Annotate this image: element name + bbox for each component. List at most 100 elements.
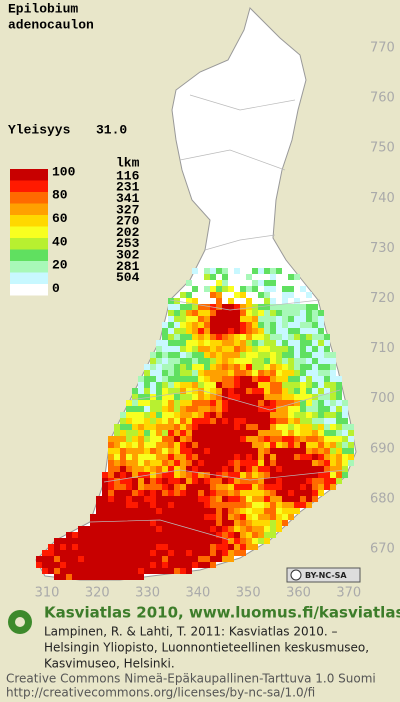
occurrence-cell bbox=[288, 418, 294, 424]
occurrence-cell bbox=[264, 424, 270, 430]
occurrence-cell bbox=[150, 430, 156, 436]
occurrence-cell bbox=[222, 388, 228, 394]
occurrence-cell bbox=[300, 304, 306, 310]
occurrence-cell bbox=[168, 568, 174, 574]
legend-count: 327 bbox=[116, 202, 139, 217]
occurrence-cell bbox=[90, 568, 96, 574]
occurrence-cell bbox=[102, 514, 108, 520]
occurrence-cell bbox=[318, 448, 324, 454]
occurrence-cell bbox=[72, 544, 78, 550]
occurrence-cell bbox=[48, 550, 54, 556]
occurrence-cell bbox=[228, 460, 234, 466]
occurrence-cell bbox=[234, 526, 240, 532]
occurrence-cell bbox=[198, 376, 204, 382]
occurrence-cell bbox=[180, 544, 186, 550]
occurrence-cell bbox=[216, 532, 222, 538]
occurrence-cell bbox=[246, 448, 252, 454]
occurrence-cell bbox=[174, 538, 180, 544]
occurrence-cell bbox=[306, 394, 312, 400]
occurrence-cell bbox=[150, 550, 156, 556]
occurrence-cell bbox=[78, 538, 84, 544]
occurrence-cell bbox=[306, 346, 312, 352]
occurrence-cell bbox=[96, 526, 102, 532]
occurrence-cell bbox=[180, 442, 186, 448]
occurrence-cell bbox=[264, 280, 270, 286]
occurrence-cell bbox=[114, 526, 120, 532]
occurrence-cell bbox=[264, 292, 270, 298]
occurrence-cell bbox=[66, 544, 72, 550]
occurrence-cell bbox=[330, 442, 336, 448]
occurrence-cell bbox=[120, 442, 126, 448]
occurrence-cell bbox=[192, 304, 198, 310]
occurrence-cell bbox=[294, 412, 300, 418]
citation-line: Helsingin Yliopisto, Luonnontieteellinen… bbox=[44, 641, 369, 655]
occurrence-cell bbox=[306, 478, 312, 484]
occurrence-cell bbox=[294, 316, 300, 322]
occurrence-cell bbox=[288, 508, 294, 514]
occurrence-cell bbox=[216, 412, 222, 418]
occurrence-cell bbox=[240, 430, 246, 436]
occurrence-cell bbox=[78, 568, 84, 574]
occurrence-cell bbox=[228, 358, 234, 364]
occurrence-cell bbox=[108, 514, 114, 520]
occurrence-cell bbox=[150, 520, 156, 526]
occurrence-cell bbox=[156, 466, 162, 472]
occurrence-cell bbox=[222, 460, 228, 466]
occurrence-cell bbox=[288, 472, 294, 478]
occurrence-cell bbox=[138, 406, 144, 412]
occurrence-cell bbox=[192, 466, 198, 472]
occurrence-cell bbox=[282, 508, 288, 514]
occurrence-cell bbox=[162, 472, 168, 478]
occurrence-cell bbox=[234, 340, 240, 346]
occurrence-cell bbox=[312, 442, 318, 448]
occurrence-cell bbox=[174, 478, 180, 484]
occurrence-cell bbox=[246, 364, 252, 370]
occurrence-cell bbox=[168, 400, 174, 406]
occurrence-cell bbox=[246, 304, 252, 310]
occurrence-cell bbox=[300, 352, 306, 358]
legend-count: 253 bbox=[116, 236, 140, 251]
occurrence-cell bbox=[174, 394, 180, 400]
occurrence-cell bbox=[174, 400, 180, 406]
occurrence-cell bbox=[96, 508, 102, 514]
license-badge[interactable]: BY-NC-SA bbox=[286, 567, 361, 583]
occurrence-cell bbox=[216, 514, 222, 520]
occurrence-cell bbox=[216, 466, 222, 472]
occurrence-cell bbox=[300, 460, 306, 466]
occurrence-cell bbox=[234, 490, 240, 496]
occurrence-cell bbox=[162, 382, 168, 388]
occurrence-cell bbox=[114, 424, 120, 430]
occurrence-cell bbox=[54, 556, 60, 562]
occurrence-cell bbox=[126, 508, 132, 514]
cc-icon bbox=[290, 569, 302, 581]
occurrence-cell bbox=[264, 448, 270, 454]
occurrence-cell bbox=[246, 346, 252, 352]
occurrence-cell bbox=[132, 460, 138, 466]
occurrence-cell bbox=[306, 412, 312, 418]
occurrence-cell bbox=[42, 568, 48, 574]
occurrence-cell bbox=[168, 496, 174, 502]
occurrence-cell bbox=[240, 424, 246, 430]
occurrence-cell bbox=[174, 490, 180, 496]
occurrence-cell bbox=[138, 562, 144, 568]
occurrence-cell bbox=[150, 448, 156, 454]
occurrence-cell bbox=[162, 448, 168, 454]
occurrence-cell bbox=[312, 430, 318, 436]
occurrence-cell bbox=[252, 442, 258, 448]
occurrence-cell bbox=[228, 550, 234, 556]
occurrence-cell bbox=[162, 484, 168, 490]
occurrence-cell bbox=[162, 520, 168, 526]
occurrence-cell bbox=[180, 346, 186, 352]
occurrence-cell bbox=[264, 430, 270, 436]
occurrence-cell bbox=[330, 382, 336, 388]
occurrence-cell bbox=[120, 556, 126, 562]
occurrence-cell bbox=[174, 526, 180, 532]
occurrence-cell bbox=[288, 274, 294, 280]
occurrence-cell bbox=[276, 430, 282, 436]
occurrence-cell bbox=[192, 268, 198, 274]
occurrence-cell bbox=[240, 304, 246, 310]
occurrence-cell bbox=[282, 322, 288, 328]
occurrence-cell bbox=[156, 352, 162, 358]
occurrence-cell bbox=[210, 346, 216, 352]
grid-x-label: 340 bbox=[185, 586, 210, 601]
